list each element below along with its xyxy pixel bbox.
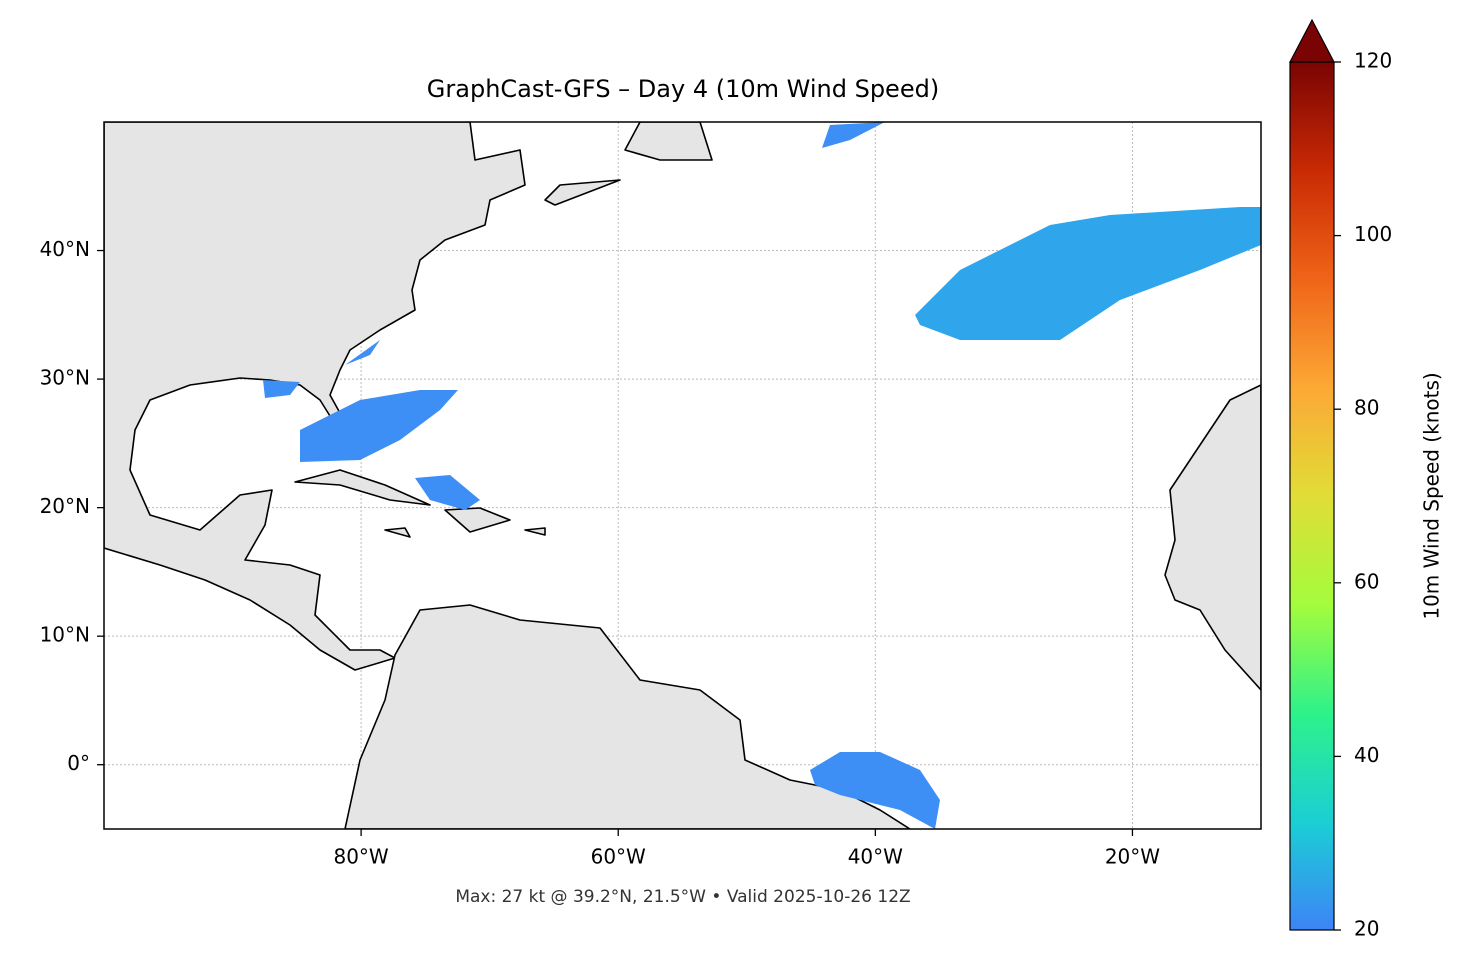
africa	[1164, 384, 1261, 691]
wind-area	[915, 207, 1261, 340]
x-tick-label: 80°W	[333, 845, 388, 869]
colorbar-tick-label: 60	[1354, 569, 1379, 593]
jamaica	[384, 527, 411, 538]
nova-scotia	[544, 179, 621, 206]
south-america	[344, 604, 911, 829]
x-tick-label: 20°W	[1105, 845, 1160, 869]
colorbar-extension	[1289, 18, 1335, 63]
map	[104, 122, 1261, 829]
wind-area	[810, 752, 940, 829]
title: GraphCast-GFS – Day 4 (10m Wind Speed)	[427, 75, 939, 103]
north-america	[104, 122, 526, 671]
hispaniola	[444, 507, 511, 533]
map-frame	[103, 121, 1262, 830]
colorbar	[1289, 61, 1335, 931]
wind-area	[263, 380, 300, 398]
cuba	[294, 469, 431, 506]
y-tick-label: 30°N	[40, 366, 90, 390]
y-tick-label: 20°N	[40, 494, 90, 518]
wind-area	[822, 122, 885, 148]
wind-area	[345, 340, 380, 365]
wind-area	[300, 390, 458, 462]
footnote: Max: 27 kt @ 39.2°N, 21.5°W • Valid 2025…	[455, 887, 910, 907]
colorbar-tick-label: 80	[1354, 396, 1379, 420]
puerto-rico	[524, 527, 546, 536]
newfoundland	[624, 122, 713, 161]
colorbar-tick-label: 100	[1354, 222, 1392, 246]
colorbar-tick-label: 40	[1354, 743, 1379, 767]
colorbar-tick-label: 120	[1354, 49, 1392, 73]
y-tick-label: 0°	[67, 751, 90, 775]
colorbar-label: 10m Wind Speed (knots)	[1420, 372, 1444, 619]
colorbar-tick-label: 20	[1354, 917, 1379, 941]
y-tick-label: 40°N	[40, 237, 90, 261]
y-tick-label: 10°N	[40, 623, 90, 647]
wind-area	[415, 475, 480, 510]
x-tick-label: 60°W	[591, 845, 646, 869]
x-tick-label: 40°W	[848, 845, 903, 869]
